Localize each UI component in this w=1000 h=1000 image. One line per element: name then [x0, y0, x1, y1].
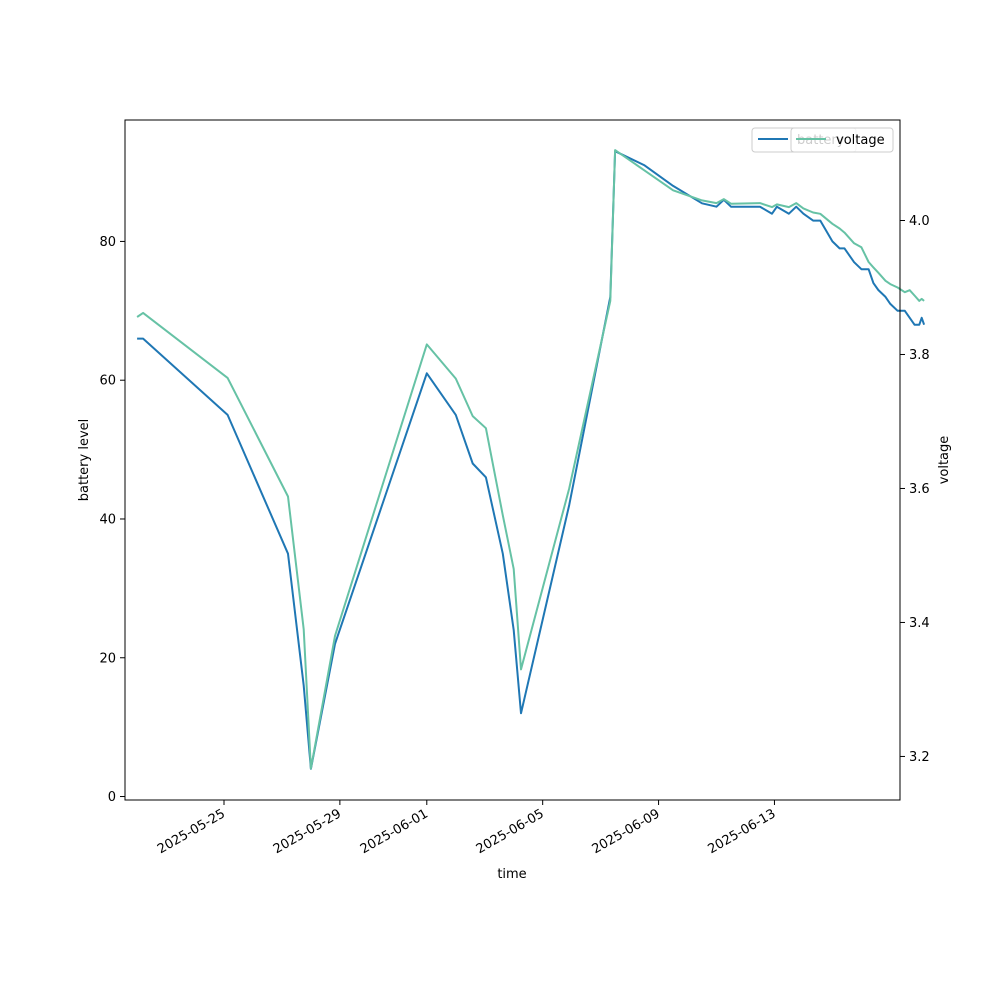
- right-y-tick-label: 3.2: [909, 750, 930, 765]
- series-layer: [136, 149, 926, 770]
- right-y-tick-label: 3.6: [909, 482, 930, 497]
- legend-voltage: voltage: [790, 127, 894, 153]
- left-y-tick-label: 60: [99, 374, 116, 389]
- legend-voltage-label: voltage: [836, 133, 885, 148]
- right-y-axis: 3.2 3.4 3.6 3.8 4.0: [900, 214, 930, 765]
- left-y-tick-label: 80: [99, 235, 116, 250]
- x-axis-label: time: [497, 867, 526, 882]
- legend-voltage-frame: [790, 127, 894, 153]
- left-y-tick-label: 20: [99, 651, 116, 666]
- left-y-tick-label: 40: [99, 512, 116, 527]
- right-y-tick-label: 4.0: [909, 214, 930, 229]
- battery-series-line: [137, 150, 926, 770]
- left-y-tick-label: 0: [108, 790, 116, 805]
- right-y-tick-label: 3.4: [909, 616, 930, 631]
- right-y-axis-label: voltage: [937, 436, 952, 485]
- voltage-series-line: [136, 149, 925, 770]
- left-y-axis: 0 20 40 60 80: [99, 235, 125, 805]
- right-y-tick-label: 3.8: [909, 348, 930, 363]
- left-y-axis-label: battery level: [77, 419, 92, 502]
- plot-frame: [124, 119, 901, 801]
